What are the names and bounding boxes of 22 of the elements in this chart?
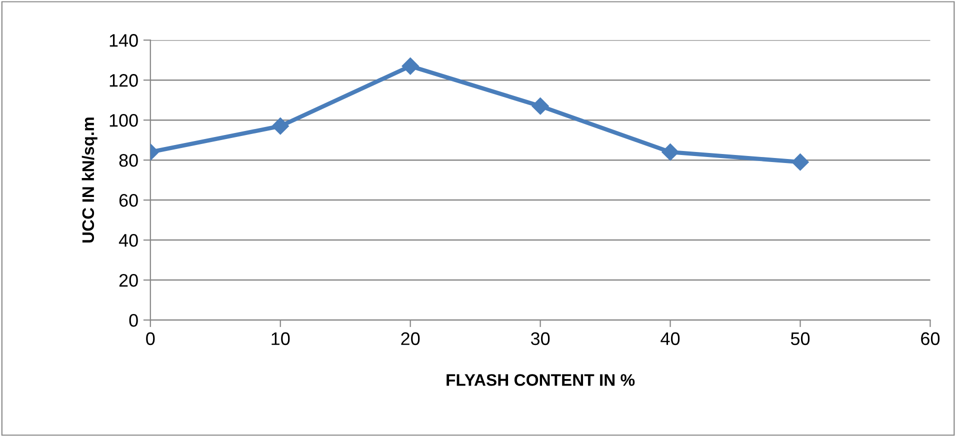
y-tick-label: 40	[118, 234, 138, 247]
y-tick-label: 120	[110, 74, 138, 87]
point	[792, 154, 809, 171]
y-axis-title: UCC IN kN/sq.m	[82, 118, 98, 243]
point	[272, 118, 289, 135]
point	[662, 144, 679, 161]
x-tick-label: 50	[790, 332, 810, 346]
x-tick-label: 20	[401, 332, 420, 346]
x-tick-label: 30	[530, 332, 550, 346]
y-tick-label: 140	[110, 34, 138, 47]
y-tick-label: 80	[119, 154, 138, 167]
point	[532, 98, 549, 115]
y-tick-label: 20	[119, 274, 138, 287]
y-tick-label: 60	[119, 194, 138, 207]
y-tick-label: 0	[129, 314, 138, 327]
x-tick-label: 40	[660, 332, 680, 346]
x-axis-title: FLYASH CONTENT IN %	[446, 374, 635, 386]
y-tick-label: 100	[110, 114, 138, 127]
point	[402, 58, 419, 75]
x-tick-label: 10	[272, 332, 290, 346]
x-tick-label: 60	[921, 332, 940, 346]
x-tick-label: 0	[146, 332, 155, 346]
